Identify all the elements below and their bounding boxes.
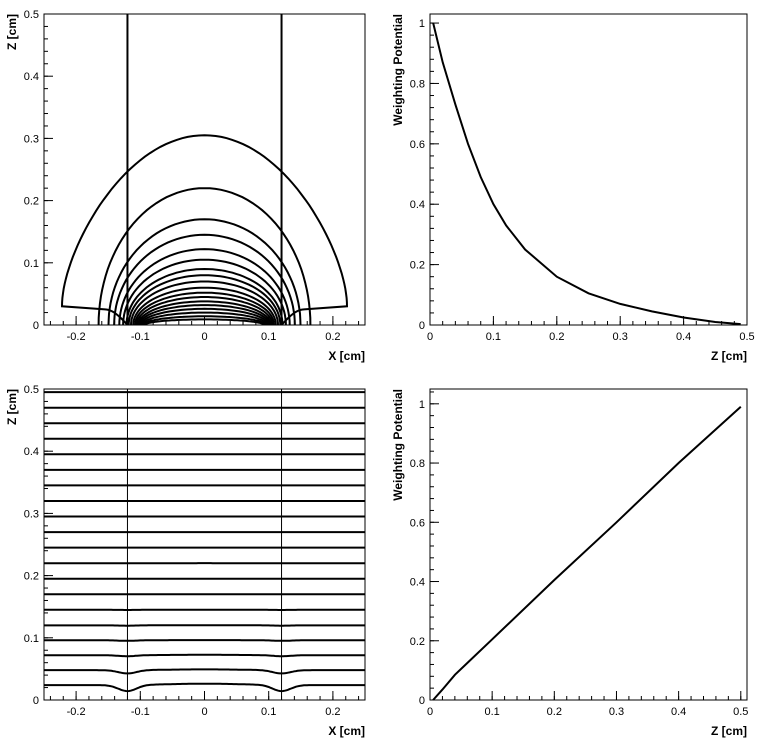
contour-line [135, 296, 274, 325]
x-tick-label: -0.2 [67, 331, 86, 343]
y-tick-label: 0.3 [24, 133, 39, 145]
y-tick-label: 1 [419, 399, 425, 411]
y-tick-label: 0 [419, 695, 425, 707]
x-tick-label: -0.1 [131, 706, 150, 718]
x-tick-label: 0 [427, 706, 433, 718]
panel-top-right-line: 0 0.1 0.2 0.3 0.4 0.5 0 0.2 0.4 0.6 0.8 1 Z [cm] Weig… [391, 13, 755, 363]
contour-line [134, 291, 275, 325]
contour-line [137, 300, 272, 325]
y-tick-label: 0.2 [410, 636, 425, 648]
x-tick-label: 0 [201, 706, 207, 718]
y-tick-label: 1 [419, 18, 425, 30]
x-tick-label: 0.2 [325, 706, 340, 718]
x-tick-label: 0.1 [261, 706, 276, 718]
y-tick-label: 0 [33, 320, 39, 332]
y-tick-label: 0 [33, 695, 39, 707]
y-tick-label: 0.4 [410, 199, 425, 211]
contour-line [141, 311, 268, 325]
series-line [432, 22, 741, 326]
y-tick-label: 0.4 [24, 446, 39, 458]
panel-top-left-contour: -0.2 -0.1 0 0.1 0.2 0 0.1 0.2 0.3 0.4 0.5 X [cm] Z [… [5, 9, 366, 363]
contour-line [142, 315, 267, 325]
panel-bottom-left-contour: -0.2 -0.1 0 0.1 0.2 0 0.1 0.2 0.3 0.4 0.5 X [cm] Z [… [5, 384, 366, 738]
x-tick-label: 0 [201, 331, 207, 343]
y-axis-label: Z [cm] [5, 14, 19, 50]
y-tick-label: 0.2 [24, 196, 39, 208]
x-tick-label: -0.1 [131, 331, 150, 343]
y-tick-label: 0.4 [410, 577, 425, 589]
y-axis-label: Z [cm] [5, 389, 19, 425]
x-tick-label: -0.2 [67, 706, 86, 718]
contour-line [130, 280, 279, 325]
x-tick-label: 0 [427, 331, 433, 343]
y-tick-label: 0 [419, 320, 425, 332]
x-axis-label: X [cm] [328, 349, 365, 363]
y-tick-label: 0.8 [410, 458, 425, 470]
contour-line [139, 307, 270, 325]
x-tick-label: 0.5 [739, 331, 754, 343]
contour-line [44, 639, 365, 642]
panel-bottom-right-line: 0 0.1 0.2 0.3 0.4 0.5 0 0.2 0.4 0.6 0.8 1 Z [cm] Weig… [391, 388, 748, 738]
plot-frame [43, 13, 366, 326]
x-tick-label: 0.1 [261, 331, 276, 343]
contour-line [125, 267, 284, 325]
y-tick-label: 0.4 [24, 71, 39, 83]
x-tick-label: 0.3 [613, 331, 628, 343]
x-tick-label: 0.2 [325, 331, 340, 343]
y-tick-label: 0.3 [24, 508, 39, 520]
x-axis-label: Z [cm] [711, 349, 747, 363]
y-tick-label: 0.6 [410, 139, 425, 151]
x-tick-label: 0.4 [671, 706, 686, 718]
y-tick-label: 0.1 [24, 258, 39, 270]
y-axis-label: Weighting Potential [391, 389, 405, 501]
x-tick-label: 0.2 [547, 706, 562, 718]
x-tick-label: 0.4 [676, 331, 691, 343]
y-tick-label: 0.5 [24, 384, 39, 396]
x-tick-label: 0.3 [609, 706, 624, 718]
contour-line [44, 682, 365, 693]
y-tick-label: 0.5 [24, 9, 39, 21]
x-tick-label: 0.5 [733, 706, 748, 718]
x-tick-label: 0.1 [486, 331, 501, 343]
y-tick-label: 0.8 [410, 78, 425, 90]
y-tick-label: 0.6 [410, 517, 425, 529]
contour-line [138, 304, 271, 325]
plot-frame [429, 388, 748, 701]
y-tick-label: 0.2 [410, 260, 425, 272]
plot-frame [429, 13, 748, 326]
contour-line [97, 187, 312, 325]
x-axis-label: X [cm] [328, 724, 365, 738]
x-tick-label: 0.2 [549, 331, 564, 343]
y-axis-label: Weighting Potential [391, 14, 405, 126]
plot-frame [43, 388, 366, 701]
contour-line [118, 248, 291, 325]
contour-outer [60, 134, 349, 325]
contour-line [113, 233, 296, 325]
contour-line [44, 624, 365, 627]
x-tick-label: 0.1 [485, 706, 500, 718]
contour-line [44, 668, 365, 675]
series-line [432, 406, 742, 701]
contour-line [107, 218, 302, 325]
y-tick-label: 0.2 [24, 571, 39, 583]
contour-line [127, 274, 282, 325]
contour-line [44, 653, 365, 658]
y-tick-label: 0.1 [24, 633, 39, 645]
contour-line [122, 258, 287, 325]
contour-line [132, 286, 277, 325]
contour-line [143, 318, 266, 325]
x-axis-label: Z [cm] [711, 724, 747, 738]
contour-group [44, 391, 365, 693]
contour-group [60, 134, 349, 325]
